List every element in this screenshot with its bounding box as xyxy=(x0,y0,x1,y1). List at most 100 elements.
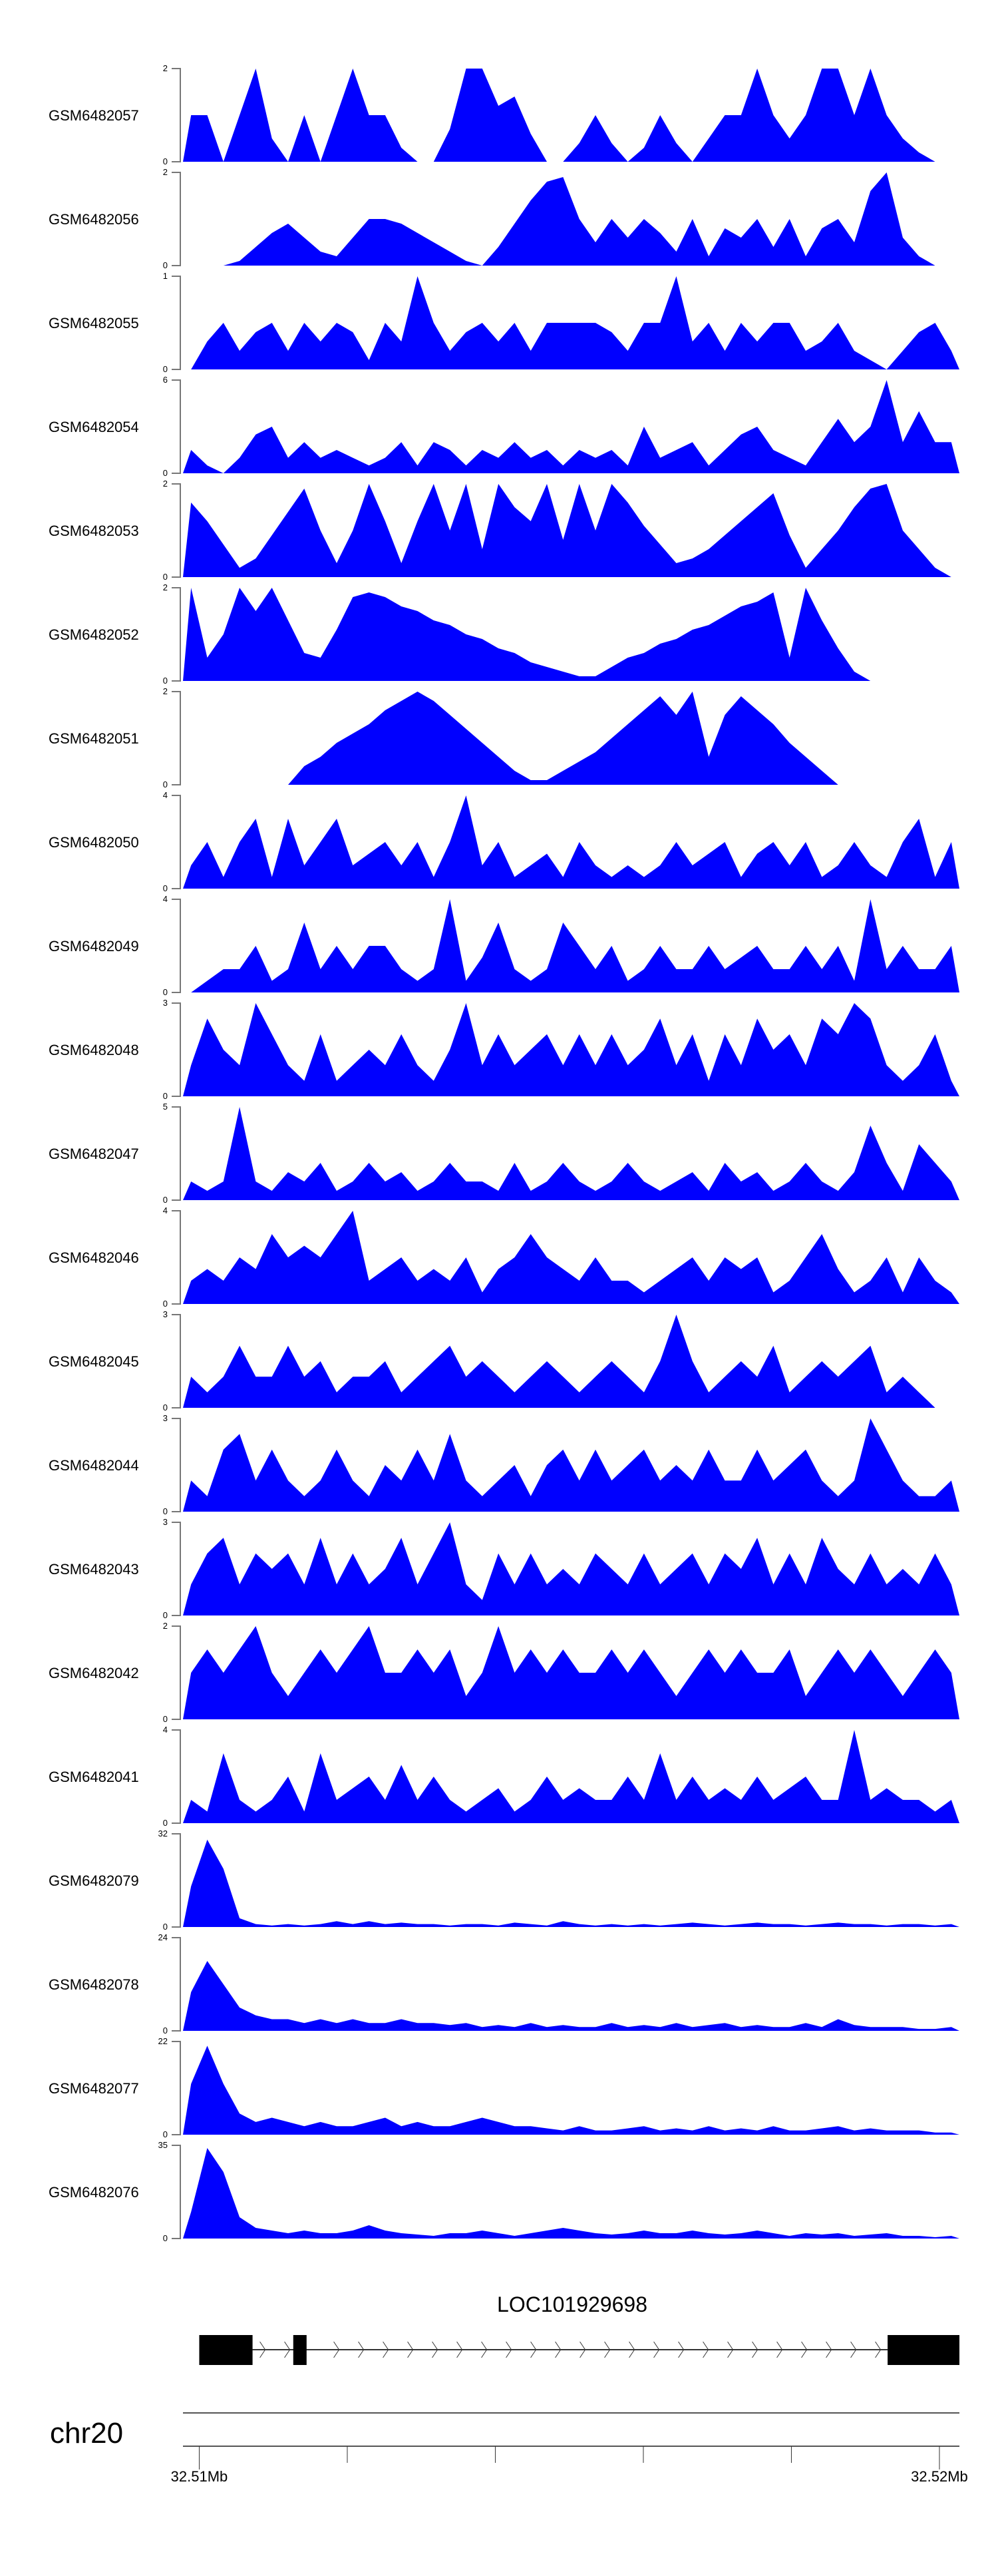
coverage-area xyxy=(183,172,959,266)
y-axis xyxy=(172,899,181,993)
coverage-area xyxy=(183,1839,959,1927)
axis-label-start: 32.51Mb xyxy=(171,2468,228,2485)
track-label: GSM6482043 xyxy=(49,1561,139,1578)
y-tick-max: 4 xyxy=(163,1725,168,1735)
track-label: GSM6482049 xyxy=(49,938,139,955)
y-tick-max: 32 xyxy=(158,1828,168,1838)
y-axis xyxy=(172,1522,181,1616)
coverage-area xyxy=(183,1315,959,1408)
track: GSM6482044 3 0 xyxy=(49,1413,959,1516)
y-tick-zero: 0 xyxy=(163,779,168,789)
strand-arrow-icon xyxy=(826,2341,832,2358)
strand-arrow-icon xyxy=(383,2341,389,2358)
track: GSM6482057 2 0 xyxy=(49,63,959,166)
coverage-area xyxy=(183,2045,959,2135)
coverage-tracks: GSM648205720GSM648205620GSM648205510GSM6… xyxy=(49,63,959,2243)
axis-label-end: 32.52Mb xyxy=(911,2468,968,2485)
gene-track: LOC101929698 xyxy=(199,2292,959,2365)
track: GSM6482077 22 0 xyxy=(49,2036,959,2139)
y-tick-max: 22 xyxy=(158,2036,168,2046)
strand-arrow-icon xyxy=(653,2341,660,2358)
y-tick-max: 3 xyxy=(163,1309,168,1319)
exon xyxy=(199,2335,253,2365)
track-label: GSM6482079 xyxy=(49,1872,139,1889)
axis-ticks xyxy=(198,2446,940,2469)
y-tick-max: 3 xyxy=(163,1517,168,1527)
y-tick-max: 4 xyxy=(163,894,168,904)
coverage-area xyxy=(183,1418,959,1512)
track: GSM6482046 4 0 xyxy=(49,1205,959,1309)
y-tick-zero: 0 xyxy=(163,1922,168,1932)
coverage-area xyxy=(183,899,959,992)
y-axis xyxy=(172,1210,181,1305)
track-label: GSM6482048 xyxy=(49,1042,139,1058)
strand-arrow-icon xyxy=(776,2341,783,2358)
strand-arrow-icon xyxy=(678,2341,685,2358)
strand-arrow-icon xyxy=(875,2341,882,2358)
y-axis xyxy=(172,1106,181,1201)
strand-arrow-icon xyxy=(481,2341,488,2358)
y-tick-zero: 0 xyxy=(163,2026,168,2036)
track-label: GSM6482044 xyxy=(49,1457,139,1474)
y-tick-zero: 0 xyxy=(163,260,168,270)
track: GSM6482054 6 0 xyxy=(49,375,959,478)
y-tick-zero: 0 xyxy=(163,1299,168,1309)
coverage-area xyxy=(183,2148,959,2239)
strand-arrow-icon xyxy=(850,2341,857,2358)
track-label: GSM6482047 xyxy=(49,1146,139,1162)
y-axis xyxy=(172,1833,181,1928)
coverage-area xyxy=(183,69,959,162)
strand-arrow-icon xyxy=(727,2341,734,2358)
y-axis xyxy=(172,795,181,889)
track-label: GSM6482076 xyxy=(49,2184,139,2201)
strand-arrow-icon xyxy=(456,2341,463,2358)
y-axis xyxy=(172,1002,181,1097)
y-axis xyxy=(172,379,181,474)
track-label: GSM6482052 xyxy=(49,626,139,643)
y-tick-max: 35 xyxy=(158,2140,168,2150)
track: GSM6482079 32 0 xyxy=(49,1828,959,1932)
coverage-area xyxy=(183,1961,959,2031)
y-tick-max: 2 xyxy=(163,582,168,592)
gene-label: LOC101929698 xyxy=(497,2292,647,2316)
track-label: GSM6482050 xyxy=(49,834,139,851)
y-axis xyxy=(172,276,181,370)
strand-arrow-icon xyxy=(555,2341,562,2358)
coverage-area xyxy=(183,692,959,785)
track: GSM6482050 4 0 xyxy=(49,790,959,893)
y-tick-max: 2 xyxy=(163,167,168,177)
y-axis xyxy=(172,691,181,785)
y-tick-max: 24 xyxy=(158,1932,168,1942)
strand-arrow-icon xyxy=(580,2341,586,2358)
y-tick-max: 6 xyxy=(163,375,168,385)
strand-arrow-icon xyxy=(259,2341,266,2358)
strand-arrow-icon xyxy=(752,2341,758,2358)
chromosome-label: chr20 xyxy=(50,2417,123,2450)
track-label: GSM6482051 xyxy=(49,730,139,747)
strand-arrow-icon xyxy=(358,2341,365,2358)
coverage-area xyxy=(183,795,959,889)
track: GSM6482052 2 0 xyxy=(49,582,959,686)
track-label: GSM6482045 xyxy=(49,1353,139,1370)
y-tick-zero: 0 xyxy=(163,1091,168,1101)
coverage-area xyxy=(183,1522,959,1615)
track: GSM6482078 24 0 xyxy=(49,1932,959,2036)
y-tick-max: 2 xyxy=(163,479,168,489)
track-label: GSM6482046 xyxy=(49,1249,139,1266)
track: GSM6482047 5 0 xyxy=(49,1102,959,1205)
track: GSM6482056 2 0 xyxy=(49,167,959,270)
track: GSM6482043 3 0 xyxy=(49,1517,959,1620)
track-label: GSM6482054 xyxy=(49,419,139,435)
y-tick-max: 3 xyxy=(163,1413,168,1423)
track-label: GSM6482057 xyxy=(49,107,139,124)
y-tick-zero: 0 xyxy=(163,572,168,582)
y-axis xyxy=(172,2041,181,2135)
track-label: GSM6482056 xyxy=(49,211,139,228)
track-label: GSM6482055 xyxy=(49,315,139,331)
y-tick-max: 5 xyxy=(163,1102,168,1112)
y-tick-zero: 0 xyxy=(163,468,168,478)
y-axis xyxy=(172,1314,181,1408)
y-tick-max: 4 xyxy=(163,790,168,800)
track: GSM6482042 2 0 xyxy=(49,1621,959,1724)
gene-model xyxy=(199,2335,959,2365)
